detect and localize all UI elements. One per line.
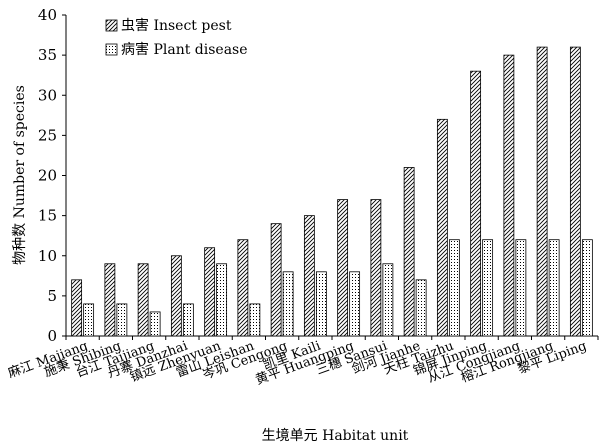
y-tick-label: 35 xyxy=(38,46,57,64)
bar-plant-disease xyxy=(282,271,294,337)
bar-plant-disease xyxy=(515,239,527,337)
bar-insect-pest xyxy=(204,247,216,337)
bar-insect-pest xyxy=(569,46,581,337)
y-axis-label: 物种数 Number of species xyxy=(12,85,28,265)
bar-plant-disease xyxy=(581,239,593,337)
bar-insect-pest xyxy=(536,46,548,337)
bar-insect-pest xyxy=(503,54,515,337)
bar-plant-disease xyxy=(249,303,261,337)
bar-insect-pest xyxy=(436,118,448,337)
bar-insect-pest xyxy=(303,215,315,337)
bar-insect-pest xyxy=(104,263,116,337)
bar-plant-disease xyxy=(216,263,228,337)
bar-plant-disease xyxy=(415,279,427,337)
bar-insect-pest xyxy=(71,279,83,337)
legend: 虫害 Insect pest 病害 Plant disease xyxy=(105,18,248,58)
bar-insect-pest xyxy=(170,255,182,337)
bar-insect-pest xyxy=(403,167,415,337)
bar-insect-pest xyxy=(237,239,249,337)
y-tick-label: 5 xyxy=(47,287,57,305)
bar-insect-pest xyxy=(470,70,482,337)
bar-insect-pest xyxy=(337,199,349,337)
y-tick-label: 30 xyxy=(38,86,57,104)
legend-label-plant-disease: 病害 Plant disease xyxy=(121,42,248,58)
bar-plant-disease xyxy=(83,303,95,337)
bar-insect-pest xyxy=(137,263,149,337)
legend-label-insect-pest: 虫害 Insect pest xyxy=(121,18,232,34)
bar-plant-disease xyxy=(116,303,128,337)
bar-plant-disease xyxy=(149,311,161,337)
bar-plant-disease xyxy=(315,271,327,337)
bar-plant-disease xyxy=(448,239,460,337)
bar-plant-disease xyxy=(182,303,194,337)
bar-plant-disease xyxy=(382,263,394,337)
bar-plant-disease xyxy=(548,239,560,337)
bar-plant-disease xyxy=(349,271,361,337)
y-tick-label: 20 xyxy=(38,167,57,185)
bar-plant-disease xyxy=(482,239,494,337)
y-tick-label: 25 xyxy=(38,126,57,144)
y-tick-label: 15 xyxy=(38,207,57,225)
bar-insect-pest xyxy=(270,223,282,337)
bar-insect-pest xyxy=(370,199,382,337)
legend-swatch-plant-disease xyxy=(105,43,118,56)
x-axis-label: 生境单元 Habitat unit xyxy=(262,428,409,444)
legend-swatch-insect-pest xyxy=(105,19,118,32)
y-tick-label: 10 xyxy=(38,247,57,265)
y-tick-label: 0 xyxy=(47,327,57,345)
y-tick-label: 40 xyxy=(38,6,57,24)
